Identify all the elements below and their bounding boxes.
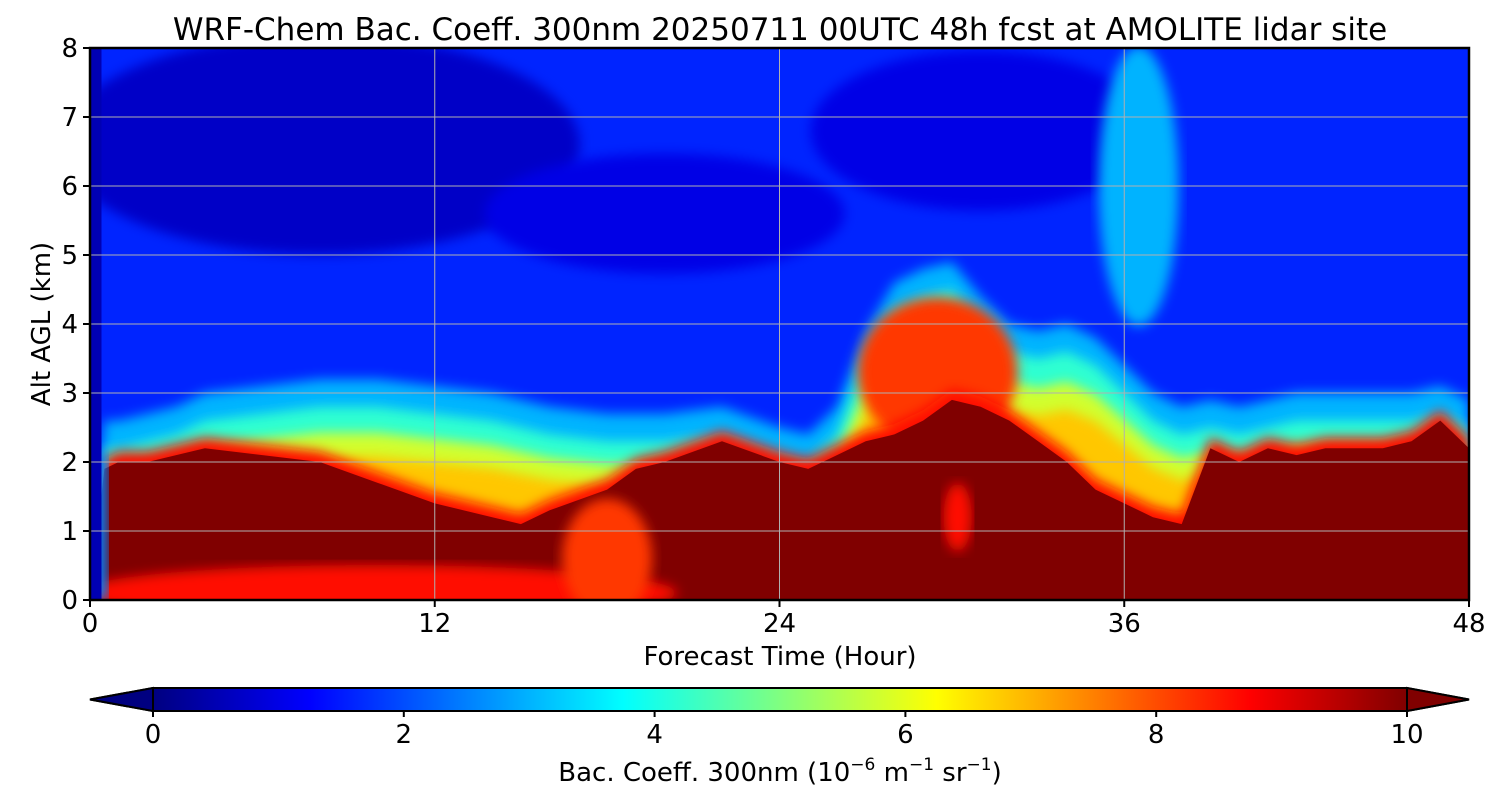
colorbar-ticks: 0 2 4 6 8 10 (145, 711, 1424, 750)
x-tick-label: 24 (763, 609, 796, 639)
colorbar-label-unit-sr: sr (934, 758, 967, 788)
low-value-patch (90, 48, 580, 255)
colorbar: 0 2 4 6 8 10 Bac. Coeff. 300nm (10−6 m−1 sr−1… (89, 686, 1470, 788)
colorbar-label-main: Bac. Coeff. 300nm (10 (558, 758, 850, 788)
surface-pocket (90, 565, 678, 600)
y-tick-label: 7 (61, 103, 78, 133)
chart-title: WRF-Chem Bac. Coeff. 300nm 20250711 00UT… (173, 12, 1387, 48)
colorbar-label-unit-m: m (875, 758, 909, 788)
y-tick-label: 5 (61, 241, 78, 271)
y-tick-label: 2 (61, 448, 78, 478)
colorbar-tick-label: 8 (1148, 720, 1165, 750)
colorbar-label-end: ) (992, 758, 1002, 788)
colorbar-max-extension (1406, 686, 1470, 713)
y-axis-ticks: 0 1 2 3 4 5 6 7 8 (61, 34, 90, 616)
y-tick-label: 3 (61, 379, 78, 409)
colorbar-body (152, 687, 1408, 712)
colorbar-label-exponent-1: −6 (850, 755, 875, 775)
low-value-patch (484, 153, 845, 274)
surface-pocket (562, 498, 653, 600)
low-value-patch (810, 50, 1151, 211)
y-tick-label: 6 (61, 172, 78, 202)
x-axis-ticks: 0 12 24 36 48 (82, 600, 1486, 639)
y-tick-label: 8 (61, 34, 78, 64)
x-axis-label: Forecast Time (Hour) (643, 642, 916, 672)
colorbar-label: Bac. Coeff. 300nm (10−6 m−1 sr−1) (558, 755, 1001, 788)
colorbar-tick-label: 0 (145, 720, 162, 750)
x-tick-label: 0 (82, 609, 99, 639)
x-tick-label: 12 (418, 609, 451, 639)
y-axis-label: Alt AGL (km) (27, 242, 57, 406)
surface-pocket (943, 483, 972, 552)
colorbar-min-extension (89, 686, 154, 713)
colorbar-tick-label: 10 (1390, 720, 1423, 750)
colorbar-label-exponent-3: −1 (967, 755, 992, 775)
colorbar-label-exponent-2: −1 (909, 755, 934, 775)
plot-area (90, 48, 1469, 600)
y-tick-label: 4 (61, 310, 78, 340)
colorbar-tick-label: 6 (897, 720, 914, 750)
y-tick-label: 1 (61, 517, 78, 547)
colorbar-tick-label: 2 (396, 720, 413, 750)
y-tick-label: 0 (61, 586, 78, 616)
colorbar-tick-label: 4 (646, 720, 663, 750)
x-tick-label: 36 (1108, 609, 1141, 639)
x-tick-label: 48 (1452, 609, 1485, 639)
